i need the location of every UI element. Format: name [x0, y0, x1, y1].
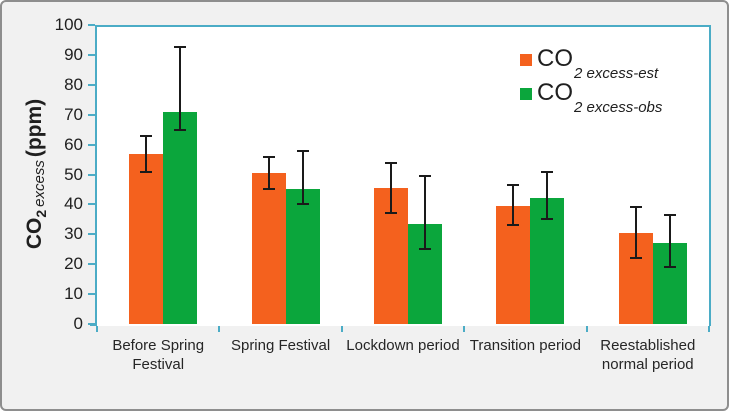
error-bar-line	[145, 135, 148, 172]
error-bar-line	[546, 171, 549, 220]
error-bar-cap	[174, 128, 187, 131]
legend-swatch-obs	[520, 88, 532, 100]
legend-item-excess-est: CO2 excess-est	[520, 44, 662, 82]
bar-excess-est	[129, 153, 164, 324]
error-bar-cap	[385, 161, 397, 164]
error-bar-cap	[507, 183, 520, 186]
y-axis-line	[95, 25, 97, 326]
legend: CO2 excess-est CO2 excess-obs	[520, 44, 662, 116]
legend-swatch-est	[520, 54, 532, 66]
legend-label-est-sub: 2 excess-est	[574, 65, 659, 82]
error-bar-cap	[663, 266, 676, 269]
y-tick-label: 10	[64, 284, 83, 304]
x-category-label: Before Spring Festival	[112, 337, 205, 373]
y-tick-label: 90	[64, 44, 83, 64]
y-tick-label: 60	[64, 134, 83, 154]
y-tick-label: 40	[64, 194, 83, 214]
y-tick-label: 0	[73, 314, 83, 333]
x-axis-tick	[585, 326, 588, 332]
y-axis-tick	[88, 113, 95, 116]
error-bar-cap	[385, 212, 397, 215]
y-tick-label: 80	[64, 74, 83, 94]
bar-excess-obs	[163, 111, 198, 324]
y-tick-label: 100	[54, 15, 83, 34]
y-tick-label: 30	[64, 224, 83, 244]
y-tick-label: 70	[64, 104, 83, 124]
error-bar-cap	[663, 213, 676, 216]
error-bar-line	[512, 184, 515, 226]
error-bar-line	[179, 47, 182, 130]
y-tick-label: 20	[64, 254, 83, 274]
error-bar-cap	[419, 248, 431, 251]
error-bar-cap	[629, 257, 642, 260]
x-axis-tick	[463, 326, 466, 332]
legend-label-obs-sub: 2 excess-obs	[574, 99, 663, 116]
error-bar-cap	[541, 170, 554, 173]
x-category-label: Transition period	[469, 337, 581, 354]
error-bar-line	[301, 150, 304, 205]
error-bar-line	[634, 207, 637, 259]
x-category-label: Reestablished normal period	[600, 337, 696, 373]
y-axis-tick	[88, 203, 95, 206]
y-axis-tick	[88, 24, 95, 26]
x-category-label: Lockdown period	[346, 337, 460, 354]
error-bar-cap	[419, 174, 431, 177]
x-axis-tick	[218, 326, 221, 332]
error-bar-cap	[262, 155, 275, 158]
y-axis-tick	[88, 83, 95, 86]
error-bar-line	[424, 175, 426, 250]
y-axis-tick	[88, 233, 95, 236]
bar-excess-obs	[285, 189, 320, 324]
error-bar-cap	[507, 224, 520, 227]
error-bar-cap	[262, 188, 275, 191]
y-axis-tick	[88, 263, 95, 266]
x-axis-tick	[340, 326, 343, 332]
x-axis-tick	[96, 326, 98, 332]
y-axis-tick	[88, 173, 95, 176]
y-axis-tick	[88, 53, 95, 56]
y-axis-tick	[88, 143, 95, 146]
error-bar-line	[668, 214, 671, 268]
error-bar-cap	[140, 170, 153, 173]
error-bar-cap	[541, 218, 554, 221]
legend-label-est-main: CO	[537, 45, 573, 72]
error-bar-cap	[140, 134, 153, 137]
error-bar-line	[267, 156, 270, 190]
error-bar-line	[390, 162, 392, 214]
x-category-label: Spring Festival	[230, 337, 331, 354]
error-bar-cap	[296, 149, 309, 152]
legend-item-excess-obs: CO2 excess-obs	[520, 78, 662, 116]
y-axis-tick	[88, 323, 95, 325]
error-bar-cap	[174, 46, 187, 49]
y-tick-label: 50	[64, 164, 83, 184]
x-axis-tick	[708, 326, 710, 332]
bar-excess-est	[251, 173, 286, 324]
legend-label-obs-main: CO	[537, 79, 573, 106]
error-bar-cap	[629, 206, 642, 209]
y-axis-tick	[88, 293, 95, 296]
error-bar-cap	[296, 203, 309, 206]
